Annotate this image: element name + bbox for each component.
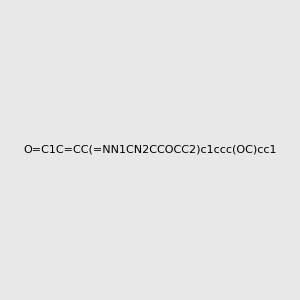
- Text: O=C1C=CC(=NN1CN2CCOCC2)c1ccc(OC)cc1: O=C1C=CC(=NN1CN2CCOCC2)c1ccc(OC)cc1: [23, 145, 277, 155]
